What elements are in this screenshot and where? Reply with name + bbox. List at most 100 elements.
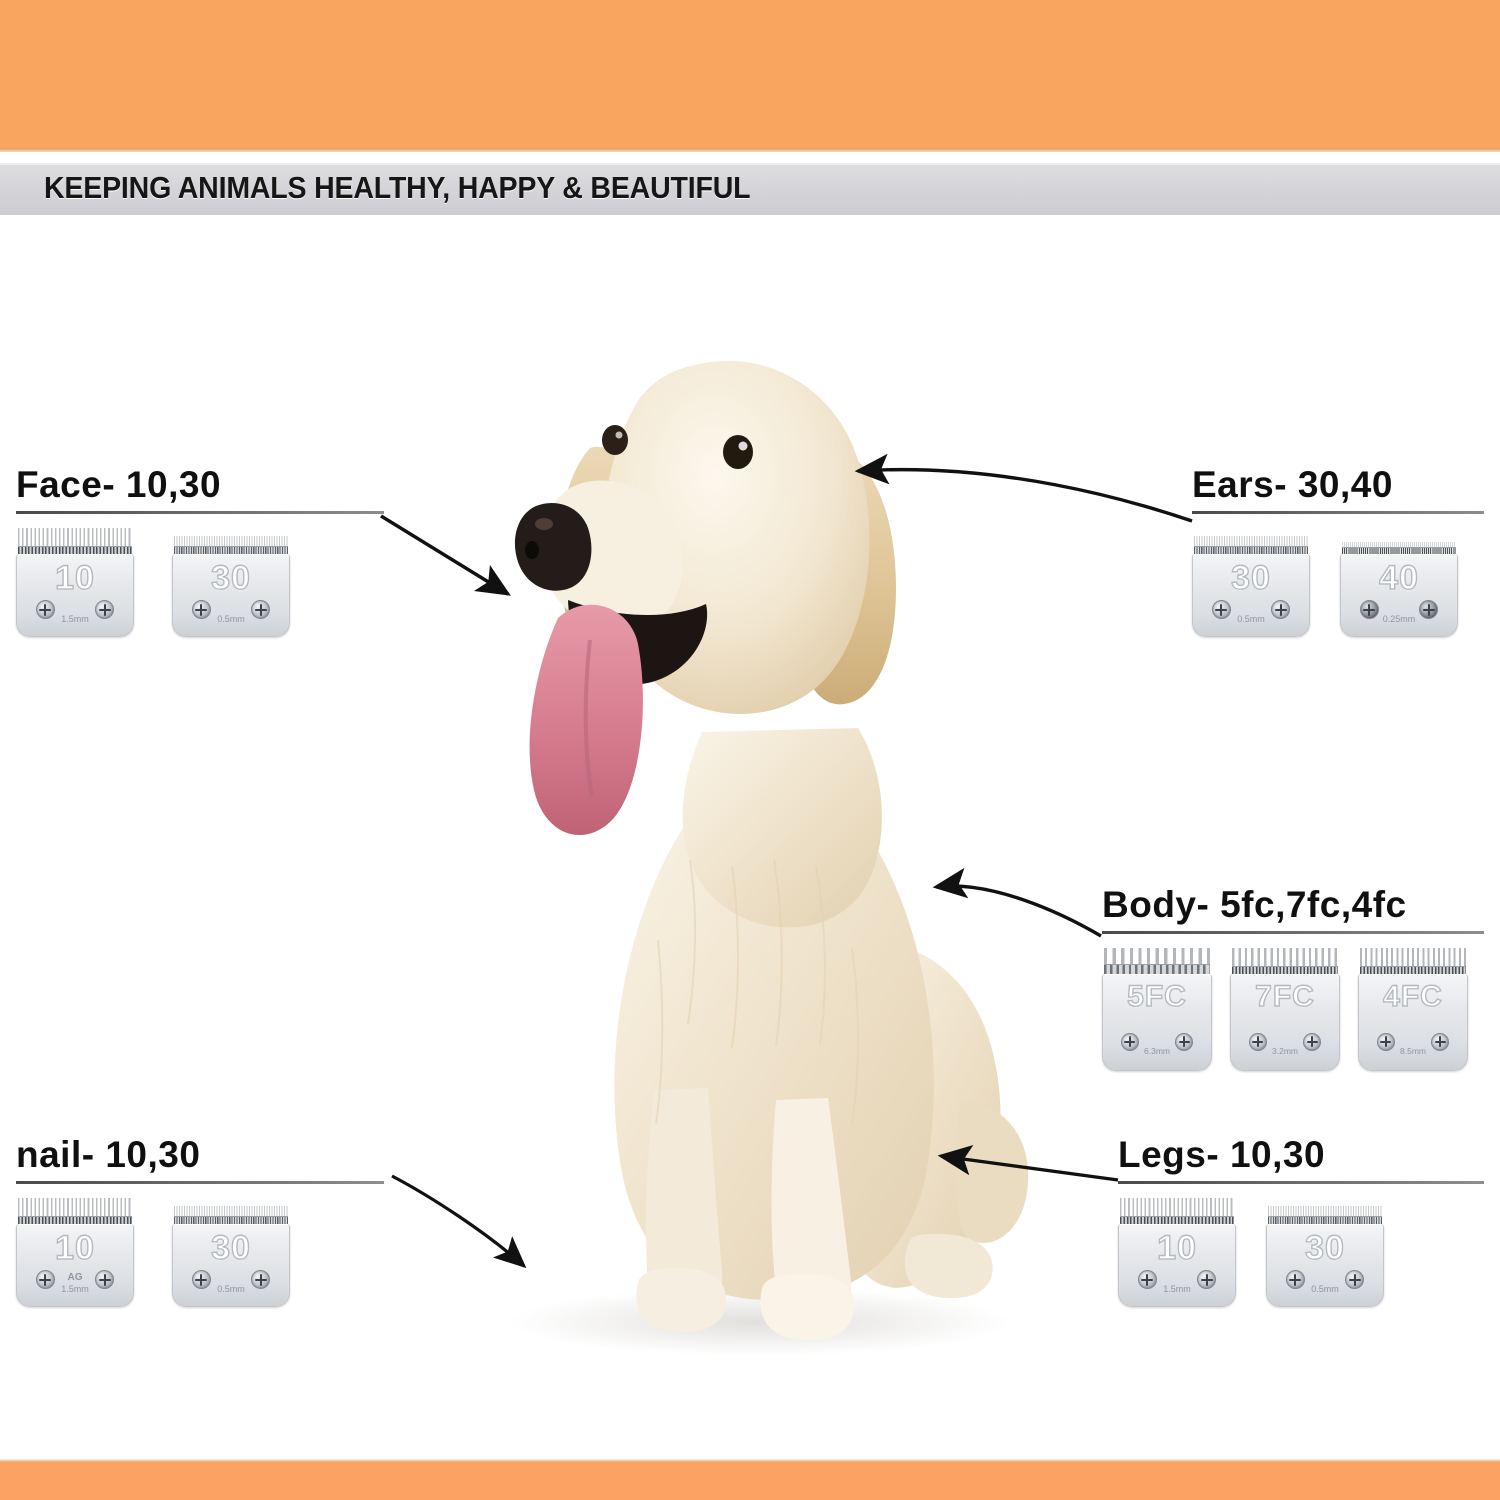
blade-body: 5FC 6.3mm [1102, 973, 1212, 1071]
blade-screw-left [1376, 1032, 1395, 1051]
blade-body: 40 0.25mm [1340, 553, 1458, 637]
bottom-bar-edge [0, 1459, 1500, 1462]
blade-cutter-bar [1232, 965, 1338, 974]
dog-front-paw-left [636, 1268, 727, 1333]
blade-size-number: 30 [1230, 559, 1271, 598]
legs-blade-row: 10 1.5mm 30 0.5mm [1118, 1197, 1484, 1307]
blade-cutter-bar [1194, 545, 1308, 554]
blade-screw-left [35, 600, 55, 620]
blade-cutter-bar [1342, 546, 1456, 554]
blade-comb [18, 527, 132, 550]
blade-screw-left [191, 1270, 211, 1290]
blade-teeth-icon [16, 1197, 134, 1224]
group-nail: nail- 10,30 10 AG 1.5mm 30 0.5mm [16, 1136, 384, 1307]
headline-text: KEEPING ANIMALS HEALTHY, HAPPY & BEAUTIF… [44, 170, 751, 205]
blade-cut-length: 0.25mm [1382, 614, 1416, 625]
blade-screw-right [1175, 1032, 1194, 1051]
blade-cut-length: 0.5mm [217, 614, 245, 625]
blade-size-number: 10 [54, 1229, 95, 1268]
blade-body: 30 0.5mm [172, 553, 290, 637]
blade-screw-left [1120, 1032, 1139, 1051]
blade-cut-length: 3.2mm [1272, 1046, 1298, 1057]
group-ears: Ears- 30,40 30 0.5mm 40 0.25mm [1192, 466, 1484, 637]
nail-blade-row: 10 AG 1.5mm 30 0.5mm [16, 1197, 384, 1307]
blade-cutter-bar [1104, 963, 1210, 974]
top-orange-bar [0, 0, 1500, 148]
blade-teeth-icon [1358, 947, 1468, 974]
dog-front-paw-right [760, 1274, 855, 1341]
blade-size-number: 30 [210, 1229, 251, 1268]
nail-underline [16, 1180, 384, 1184]
blade-cut-length: 0.5mm [217, 1284, 245, 1295]
dog-nose [514, 502, 592, 591]
blade-body: 7FC 3.2mm [1230, 973, 1340, 1071]
blade-body: 30 0.5mm [1266, 1223, 1384, 1307]
blade-teeth-icon [1118, 1197, 1236, 1224]
blade-face-30: 30 0.5mm [172, 528, 290, 637]
blade-screw-right [251, 600, 271, 620]
blade-cutter-bar [18, 545, 132, 554]
blade-cutter-bar [1268, 1215, 1382, 1224]
dog-nostril [525, 541, 539, 559]
body-underline [1102, 930, 1484, 934]
blade-screw-right [1271, 600, 1291, 620]
blade-size-number: 40 [1378, 559, 1419, 598]
blade-teeth-icon [1266, 1198, 1384, 1224]
blade-legs-30: 30 0.5mm [1266, 1198, 1384, 1307]
dog-front-leg-right [771, 1098, 852, 1324]
blade-cut-length: 0.5mm [1311, 1284, 1339, 1295]
blade-cut-length: 1.5mm [61, 1284, 89, 1295]
face-blade-row: 10 1.5mm 30 0.5mm [16, 527, 384, 637]
dog-ground-shadow [510, 1288, 1010, 1356]
blade-teeth-icon [1230, 947, 1340, 974]
blade-teeth-icon [172, 1198, 290, 1224]
ears-label: Ears- 30,40 [1192, 464, 1393, 505]
blade-screw-left [1211, 600, 1231, 620]
blade-screw-left [35, 1270, 55, 1290]
dog-tongue-crease [583, 639, 594, 797]
blade-cutter-bar [18, 1215, 132, 1224]
dog-eye-right [723, 435, 753, 469]
blade-size-number: 4FC [1382, 980, 1443, 1014]
legs-label: Legs- 10,30 [1118, 1134, 1326, 1175]
headline-band-highlight [0, 163, 1500, 165]
blade-screw-right [1345, 1270, 1365, 1290]
blade-teeth-icon [1192, 528, 1310, 554]
dog-fur-texture [655, 859, 859, 1127]
blade-screw-left [1359, 600, 1379, 620]
blade-screw-right [95, 1270, 115, 1290]
blade-body-7fc: 7FC 3.2mm [1230, 947, 1340, 1071]
legs-underline [1118, 1180, 1484, 1184]
blade-size-number: 7FC [1254, 980, 1315, 1014]
ears-underline [1192, 510, 1484, 514]
blade-teeth-icon [16, 527, 134, 554]
blade-cut-length: 6.3mm [1144, 1046, 1170, 1057]
nail-label: nail- 10,30 [16, 1134, 201, 1175]
blade-comb [18, 1197, 132, 1220]
blade-comb [1360, 947, 1466, 970]
body-blade-row: 5FC 6.3mm 7FC 3.2mm 4FC 8.5mm [1102, 947, 1484, 1071]
blade-body-5fc: 5FC 6.3mm [1102, 947, 1212, 1071]
dog-nose-highlight [535, 518, 553, 530]
blade-cut-length: 8.5mm [1400, 1046, 1426, 1057]
dog-front-leg-left [646, 1088, 723, 1319]
body-label: Body- 5fc,7fc,4fc [1102, 884, 1407, 925]
dog-tail [955, 1100, 1029, 1244]
blade-screw-right [1431, 1032, 1450, 1051]
blade-size-number: 5FC [1126, 980, 1187, 1014]
blade-size-number: 30 [1304, 1229, 1345, 1268]
blade-teeth-icon [172, 528, 290, 554]
blade-ears-40: 40 0.25mm [1340, 528, 1458, 637]
blade-size-number: 30 [210, 559, 251, 598]
blade-cutter-bar [174, 545, 288, 554]
blade-screw-left [1285, 1270, 1305, 1290]
face-label: Face- 10,30 [16, 464, 222, 505]
blade-comb [1342, 541, 1456, 549]
blade-screw-right [1419, 600, 1439, 620]
blade-nail-10: 10 AG 1.5mm [16, 1197, 134, 1307]
blade-screw-left [1248, 1032, 1267, 1051]
blade-screw-left [191, 600, 211, 620]
blade-body: 4FC 8.5mm [1358, 973, 1468, 1071]
dog-illustration [440, 300, 1060, 1370]
blade-comb [1120, 1197, 1234, 1220]
